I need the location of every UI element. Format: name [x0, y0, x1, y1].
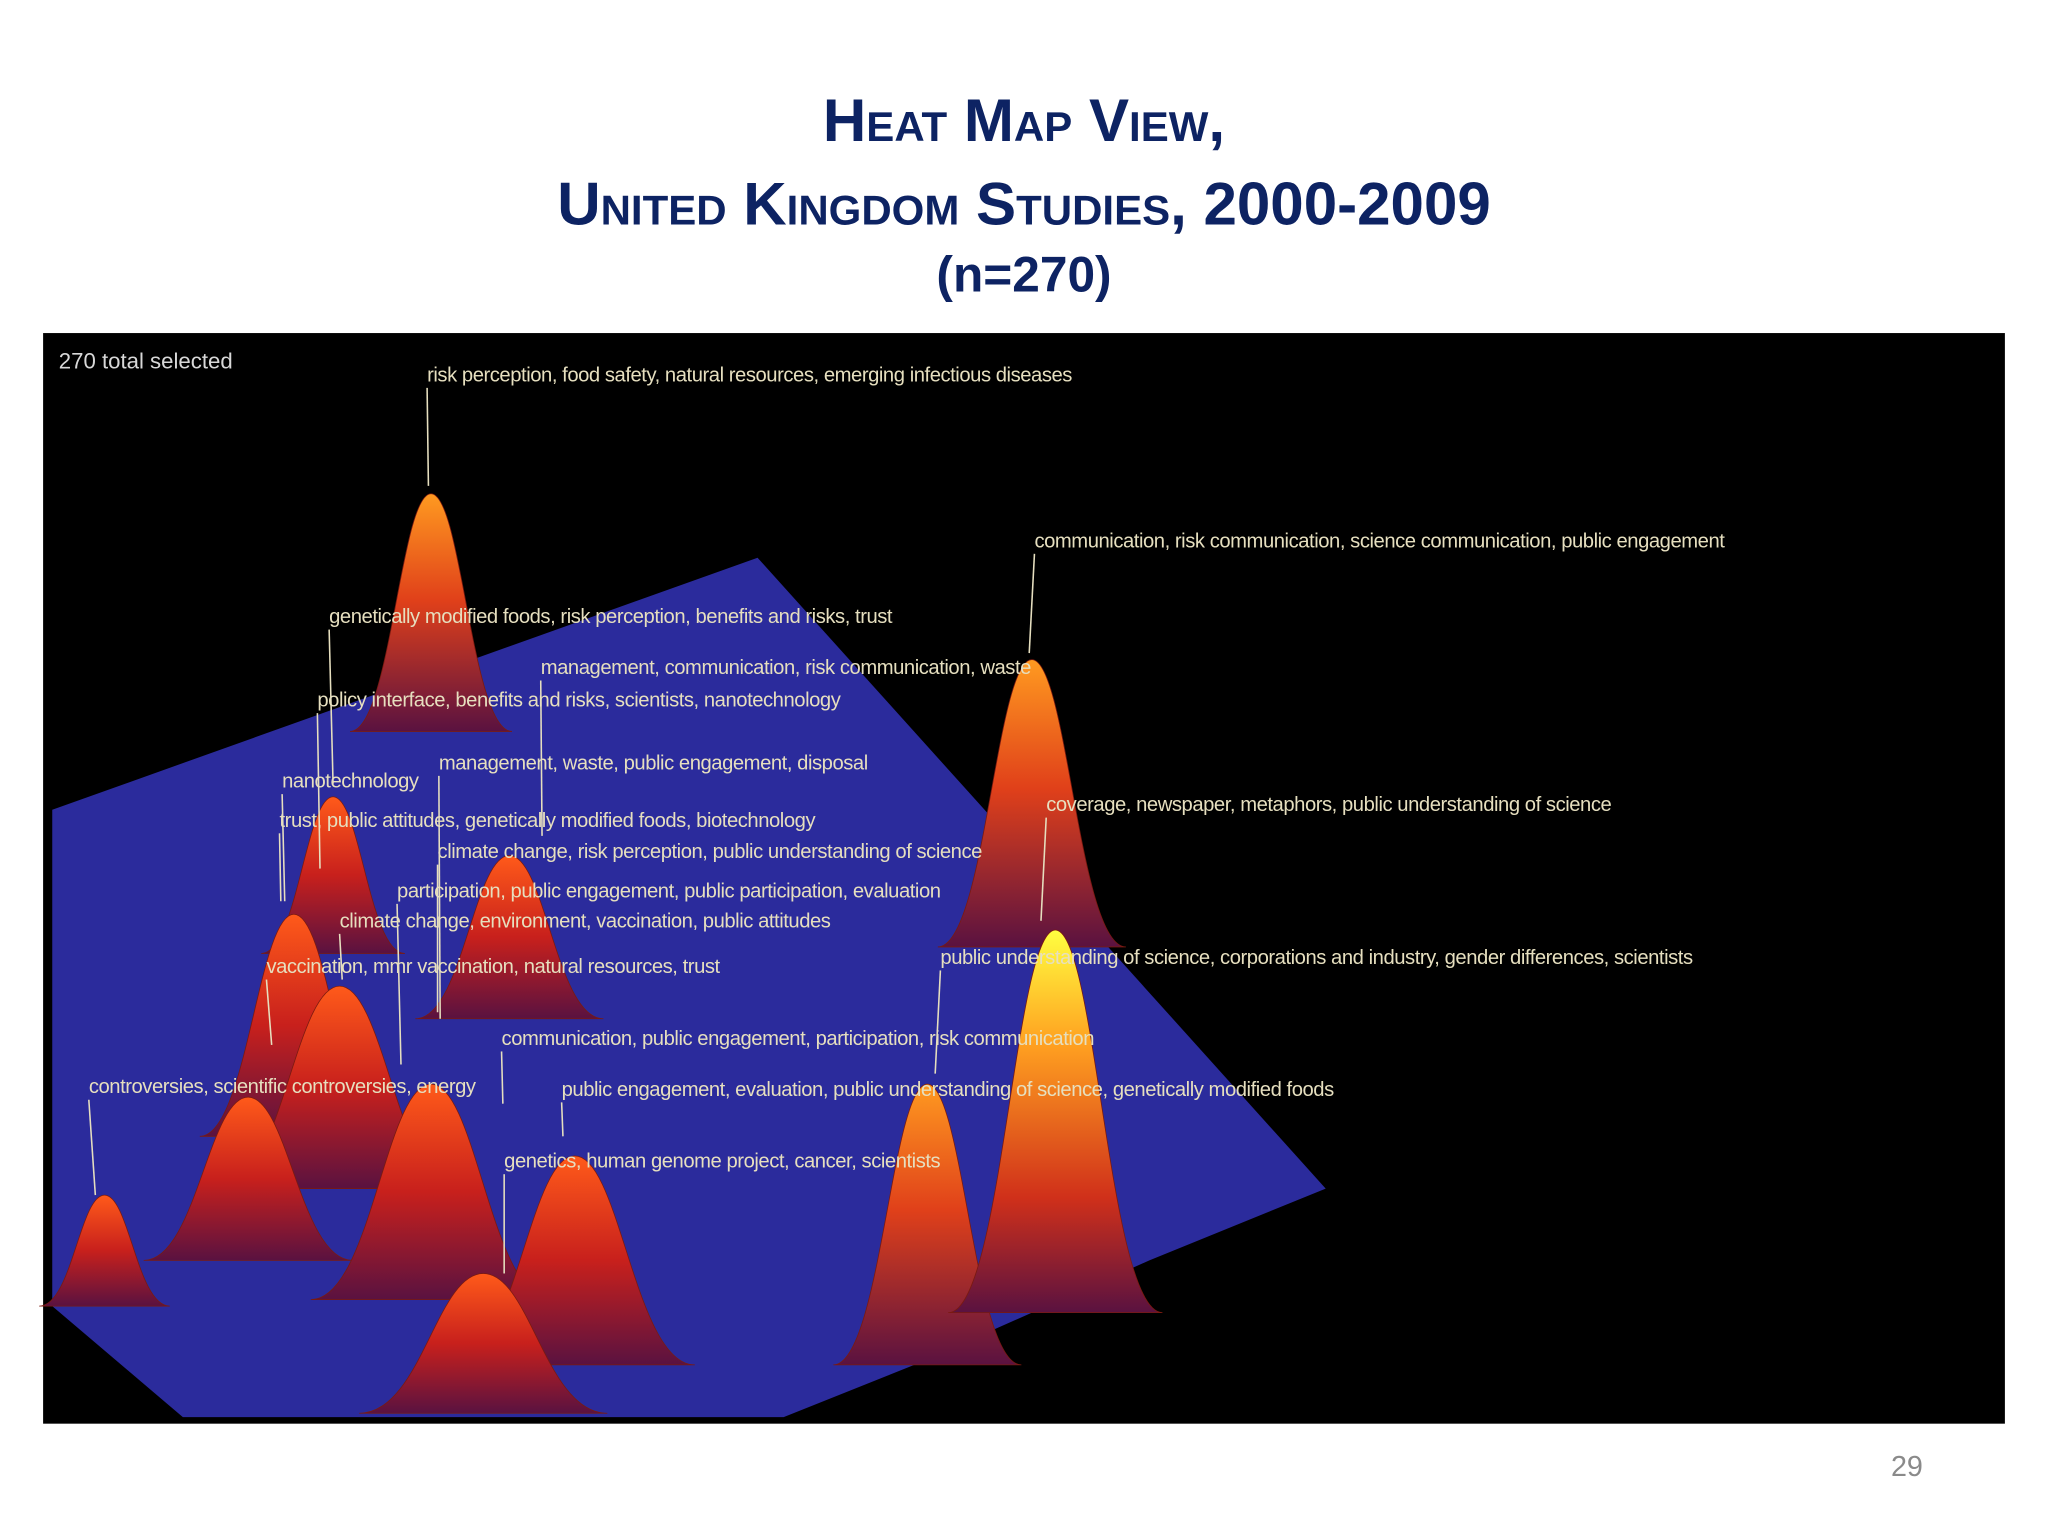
leader-line: [1028, 553, 1036, 654]
page-number: 29: [1891, 1451, 1923, 1483]
leader-line: [316, 713, 321, 869]
peak: [310, 1083, 552, 1300]
topic-label: management, communication, risk communic…: [541, 657, 1031, 679]
topic-label: policy interface, benefits and risks, sc…: [317, 690, 841, 712]
leader-line: [1040, 817, 1047, 921]
topic-label: vaccination, mmr vaccination, natural re…: [266, 956, 720, 978]
topic-label: climate change, risk perception, public …: [438, 841, 983, 863]
topic-label: genetically modified foods, risk percept…: [329, 606, 893, 628]
topic-label: coverage, newspaper, metaphors, public u…: [1046, 794, 1611, 816]
leader-line: [560, 1102, 564, 1137]
peak: [261, 796, 405, 954]
peak: [937, 659, 1126, 948]
topic-label: public engagement, evaluation, public un…: [562, 1079, 1334, 1101]
topic-label: communication, risk communication, scien…: [1034, 530, 1725, 552]
leader-line: [338, 933, 343, 980]
peak: [39, 1194, 170, 1307]
leader-line: [426, 387, 430, 486]
topic-label: participation, public engagement, public…: [397, 880, 941, 902]
title-line: Heat Map View,: [823, 87, 1225, 154]
peak: [948, 929, 1163, 1314]
peak: [359, 1273, 608, 1414]
topic-label: climate change, environment, vaccination…: [340, 910, 831, 932]
labels: risk perception, food safety, natural re…: [88, 364, 1726, 1274]
topic-label: public understanding of science, corpora…: [940, 947, 1693, 969]
topic-label: management, waste, public engagement, di…: [439, 752, 868, 774]
leader-line: [278, 833, 282, 902]
topic-label: trust, public attitudes, genetically mod…: [280, 810, 817, 832]
leader-line: [396, 903, 402, 1065]
leader-line: [438, 775, 441, 1019]
leader-line: [328, 629, 334, 784]
leader-line: [539, 680, 543, 836]
leader-line: [500, 1051, 504, 1104]
subtitle: (n=270): [936, 246, 1111, 302]
peak: [350, 493, 513, 732]
leader-line: [88, 1099, 97, 1196]
topic-label: risk perception, food safety, natural re…: [427, 364, 1072, 386]
peak: [415, 855, 604, 1020]
leader-line: [281, 794, 286, 902]
topic-label: nanotechnology: [282, 771, 420, 793]
leader-line: [934, 970, 942, 1074]
topic-label: controversies, scientific controversies,…: [89, 1076, 477, 1098]
leader-line: [265, 979, 273, 1045]
topic-label: communication, public engagement, partic…: [502, 1028, 1094, 1050]
title-line: United Kingdom Studies, 2000-2009: [557, 171, 1491, 238]
peak: [143, 1096, 353, 1261]
status-text: 270 total selected: [59, 348, 233, 373]
peaks: [39, 493, 1163, 1414]
topic-label: genetics, human genome project, cancer, …: [504, 1151, 940, 1173]
